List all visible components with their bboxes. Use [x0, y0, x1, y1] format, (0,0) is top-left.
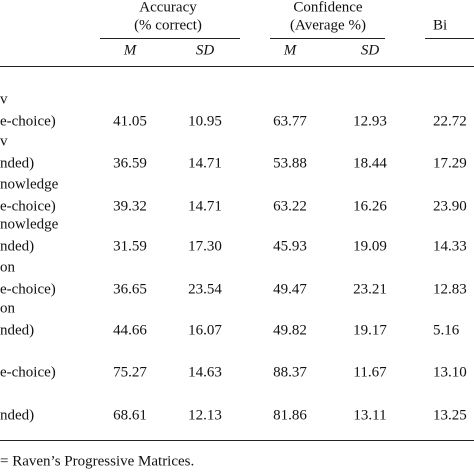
cell: 10.95	[188, 113, 222, 130]
cell: 23.54	[188, 281, 222, 298]
column-header: M	[283, 42, 297, 59]
cell: 14.33	[433, 238, 467, 255]
group-title: Accuracy	[139, 0, 197, 16]
cell: 19.17	[353, 322, 387, 339]
row-label: on	[0, 259, 15, 276]
cell: 23.90	[433, 198, 467, 215]
row-label: nded)	[0, 238, 35, 255]
cell: 12.93	[353, 113, 387, 130]
cell: 39.32	[113, 198, 147, 215]
cell: 63.77	[273, 113, 307, 130]
cell: 36.59	[113, 155, 147, 172]
header-rule	[0, 66, 474, 67]
row-label: nded)	[0, 155, 35, 172]
cell: 13.25	[433, 407, 467, 424]
cell: 81.86	[273, 407, 307, 424]
column-header: SD	[360, 42, 380, 59]
row-label: e-choice)	[0, 198, 56, 215]
cell: 13.10	[433, 364, 467, 381]
cell: 22.72	[433, 113, 467, 130]
row-label: e-choice)	[0, 281, 56, 298]
cell: 23.21	[353, 281, 387, 298]
table-note: = Raven’s Progressive Matrices.	[0, 453, 195, 470]
cell: 49.47	[273, 281, 307, 298]
group-subtitle: (% correct)	[134, 17, 202, 34]
cell: 5.16	[433, 322, 460, 339]
cell: 49.82	[273, 322, 307, 339]
bottom-rule	[0, 440, 474, 441]
cell: 14.71	[188, 198, 222, 215]
row-label: e-choice)	[0, 113, 56, 130]
cell: 16.26	[353, 198, 387, 215]
cell: 63.22	[273, 198, 307, 215]
cell: 41.05	[113, 113, 147, 130]
cell: 36.65	[113, 281, 147, 298]
cell: 12.83	[433, 281, 467, 298]
group-title: Confidence	[293, 0, 363, 16]
cell: 17.29	[433, 155, 467, 172]
cell: 75.27	[113, 364, 147, 381]
row-label: nded)	[0, 322, 35, 339]
cell: 44.66	[113, 322, 147, 339]
cell: 88.37	[273, 364, 307, 381]
row-label: nowledge	[0, 216, 59, 233]
row-label: v	[0, 133, 8, 150]
cell: 68.61	[113, 407, 147, 424]
group-rule	[100, 38, 240, 39]
group-rule	[425, 38, 474, 39]
cell: 45.93	[273, 238, 307, 255]
cell: 53.88	[273, 155, 307, 172]
cell: 17.30	[188, 238, 222, 255]
group-subtitle: Bi	[433, 17, 448, 34]
row-label: nowledge	[0, 176, 59, 193]
cell: 19.09	[353, 238, 387, 255]
cell: 31.59	[113, 238, 147, 255]
group-subtitle: (Average %)	[290, 17, 366, 34]
cell: 14.63	[188, 364, 222, 381]
row-label: on	[0, 300, 15, 317]
cell: 18.44	[353, 155, 387, 172]
row-label: nded)	[0, 407, 35, 424]
column-header: M	[123, 42, 137, 59]
cell: 12.13	[188, 407, 222, 424]
cell: 16.07	[188, 322, 222, 339]
cell: 13.11	[353, 407, 387, 424]
cell: 11.67	[353, 364, 387, 381]
row-label: v	[0, 91, 8, 108]
group-rule	[270, 38, 385, 39]
column-header: SD	[195, 42, 215, 59]
row-label: e-choice)	[0, 364, 56, 381]
cell: 14.71	[188, 155, 222, 172]
